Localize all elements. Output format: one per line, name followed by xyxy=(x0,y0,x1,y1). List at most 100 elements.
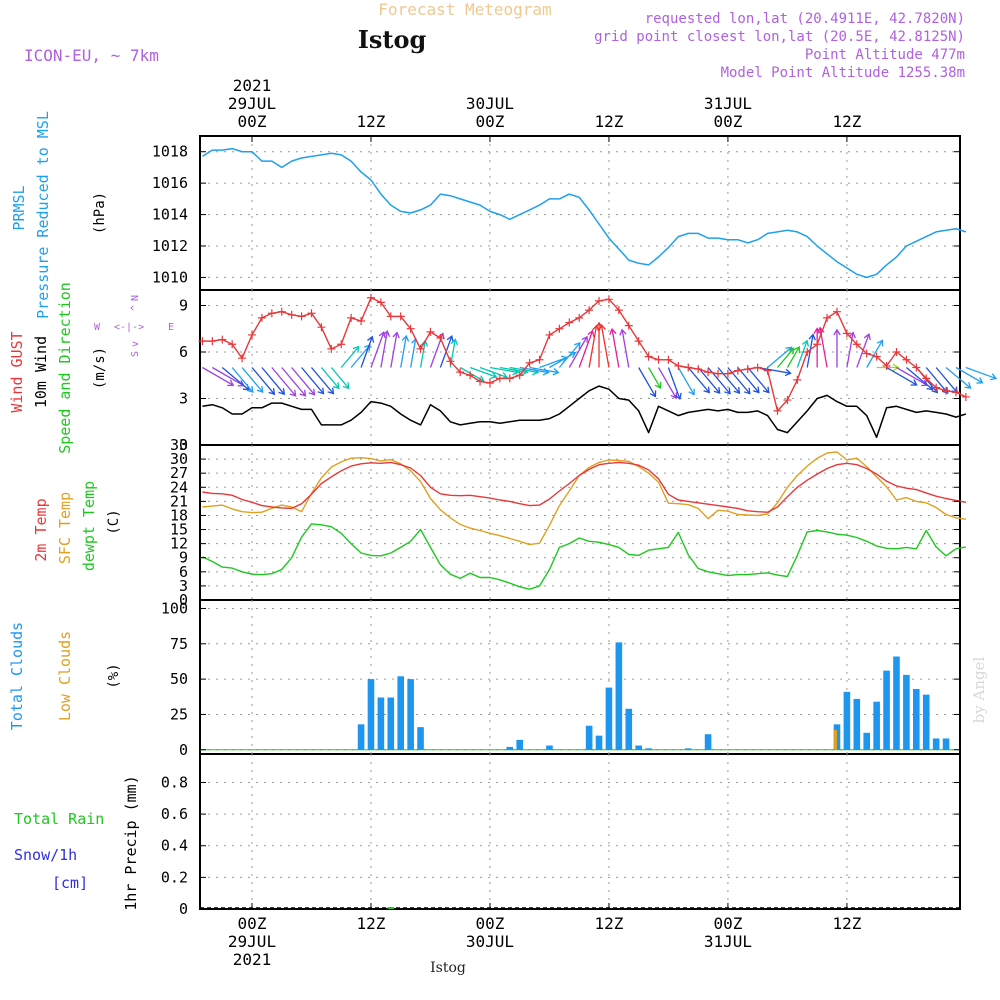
wind-arrow xyxy=(419,340,426,368)
y-tick-label: 1018 xyxy=(152,143,188,161)
y-tick-label: 21 xyxy=(170,492,188,510)
wind-arrow xyxy=(905,367,933,390)
pressure-label: Pressure Reduced to MSL xyxy=(34,111,52,319)
total-clouds-bar xyxy=(635,745,642,750)
wind-arrow xyxy=(776,347,795,368)
wind-arrow xyxy=(955,366,983,384)
gust-marker xyxy=(228,340,237,349)
time-label-top: 00Z xyxy=(713,112,742,131)
wind-arrow xyxy=(409,338,417,368)
location-title: Istog xyxy=(358,25,427,54)
gust-marker xyxy=(317,323,326,332)
wind-arrow-head xyxy=(327,387,335,395)
wind-arrow-head xyxy=(931,386,939,394)
wind-arrow xyxy=(886,366,918,386)
y-tick-label: 0.2 xyxy=(161,868,188,886)
gust-marker xyxy=(842,329,851,338)
wind-arrow xyxy=(310,367,334,395)
compass-n: N xyxy=(130,295,141,301)
gust-marker xyxy=(852,340,861,349)
wind-speed-line xyxy=(202,385,967,439)
total-clouds-bar xyxy=(873,701,880,750)
gust-marker xyxy=(396,312,405,321)
wind-arrow-head xyxy=(801,339,809,347)
gust-marker xyxy=(614,306,623,315)
gust-marker xyxy=(257,313,266,322)
wind-arrow xyxy=(380,331,388,368)
wind-arrow xyxy=(202,366,234,386)
total-clouds-bar xyxy=(407,679,414,750)
gust-marker xyxy=(832,307,841,316)
wind-arrow-head xyxy=(227,379,235,387)
wind-arrow xyxy=(896,366,928,386)
wind-arrow xyxy=(657,367,677,399)
total-clouds-bar xyxy=(387,697,395,750)
wind-arrow-head xyxy=(703,386,711,394)
gust-marker xyxy=(297,312,306,321)
wind-arrow-head xyxy=(762,386,770,394)
wind-arrow-head xyxy=(752,386,760,394)
wind-arrow-head xyxy=(688,388,695,396)
total-clouds-bar xyxy=(853,698,861,750)
gust-marker xyxy=(208,337,217,346)
point-altitude: Point Altitude 477m xyxy=(805,47,965,63)
wind-arrow-head xyxy=(382,329,391,337)
wind-arrow-head xyxy=(964,382,972,389)
gust-marker xyxy=(733,366,742,375)
grid-layer xyxy=(200,136,960,909)
wind-arrow-head xyxy=(317,387,325,395)
wind-arrow-head xyxy=(713,387,721,395)
wind-arrow xyxy=(600,324,610,368)
wind-arrow xyxy=(578,330,594,368)
gust-line xyxy=(202,297,967,412)
total-clouds-bar xyxy=(684,748,692,750)
time-label-bottom: 2021 xyxy=(233,950,272,969)
wind-arrow-head xyxy=(352,345,360,353)
total-clouds-bar xyxy=(367,679,375,750)
total-rain-label: Total Rain xyxy=(14,810,104,828)
wind-arrow xyxy=(677,367,695,395)
gust-marker xyxy=(753,363,762,372)
compass-down: v xyxy=(130,341,141,347)
total-clouds-bar xyxy=(913,689,920,750)
y-tick-label: 9 xyxy=(179,297,188,315)
wind-arrow-head xyxy=(591,324,600,332)
time-label-bottom: 30JUL xyxy=(466,932,514,951)
gust-marker xyxy=(961,392,970,401)
precip-axis-label: 1hr Precip (mm) xyxy=(122,775,140,910)
gust-marker xyxy=(406,324,415,333)
gust-marker xyxy=(535,355,544,364)
gust-marker xyxy=(376,298,385,307)
gust-marker xyxy=(436,334,445,343)
wind-arrow xyxy=(330,367,350,389)
wind-arrow xyxy=(737,367,760,393)
gust-marker xyxy=(684,363,693,372)
gust-marker xyxy=(882,361,891,370)
wind-arrow-head xyxy=(910,379,918,386)
gust-marker xyxy=(674,361,683,370)
wind-arrow xyxy=(221,367,250,391)
gust-marker xyxy=(466,371,475,380)
gust-marker xyxy=(337,340,346,349)
gust-marker xyxy=(604,295,613,304)
wind-arrow-head xyxy=(437,332,445,340)
wind-arrow xyxy=(687,367,710,393)
wind-arrow xyxy=(390,332,398,368)
gust-marker xyxy=(495,374,504,383)
wind-arrow-head xyxy=(268,388,276,396)
y-tick-label: 3 xyxy=(179,390,188,408)
compass-e: E xyxy=(168,322,174,333)
wind-arrow-head xyxy=(342,382,350,390)
time-label-top: 2021 xyxy=(233,76,272,95)
wind-arrow-head xyxy=(743,387,751,395)
wind-arrow xyxy=(747,367,770,393)
gust-marker xyxy=(922,374,931,383)
wind-arrow xyxy=(925,367,949,394)
wind-arrow-head xyxy=(670,392,678,400)
wind-arrow xyxy=(370,331,385,368)
gust-marker xyxy=(545,330,554,339)
prmsl-label: PRMSL xyxy=(10,185,28,230)
wind-arrow-head xyxy=(784,368,792,377)
total-clouds-bar xyxy=(615,642,623,750)
wind-arrow-head xyxy=(378,331,386,339)
